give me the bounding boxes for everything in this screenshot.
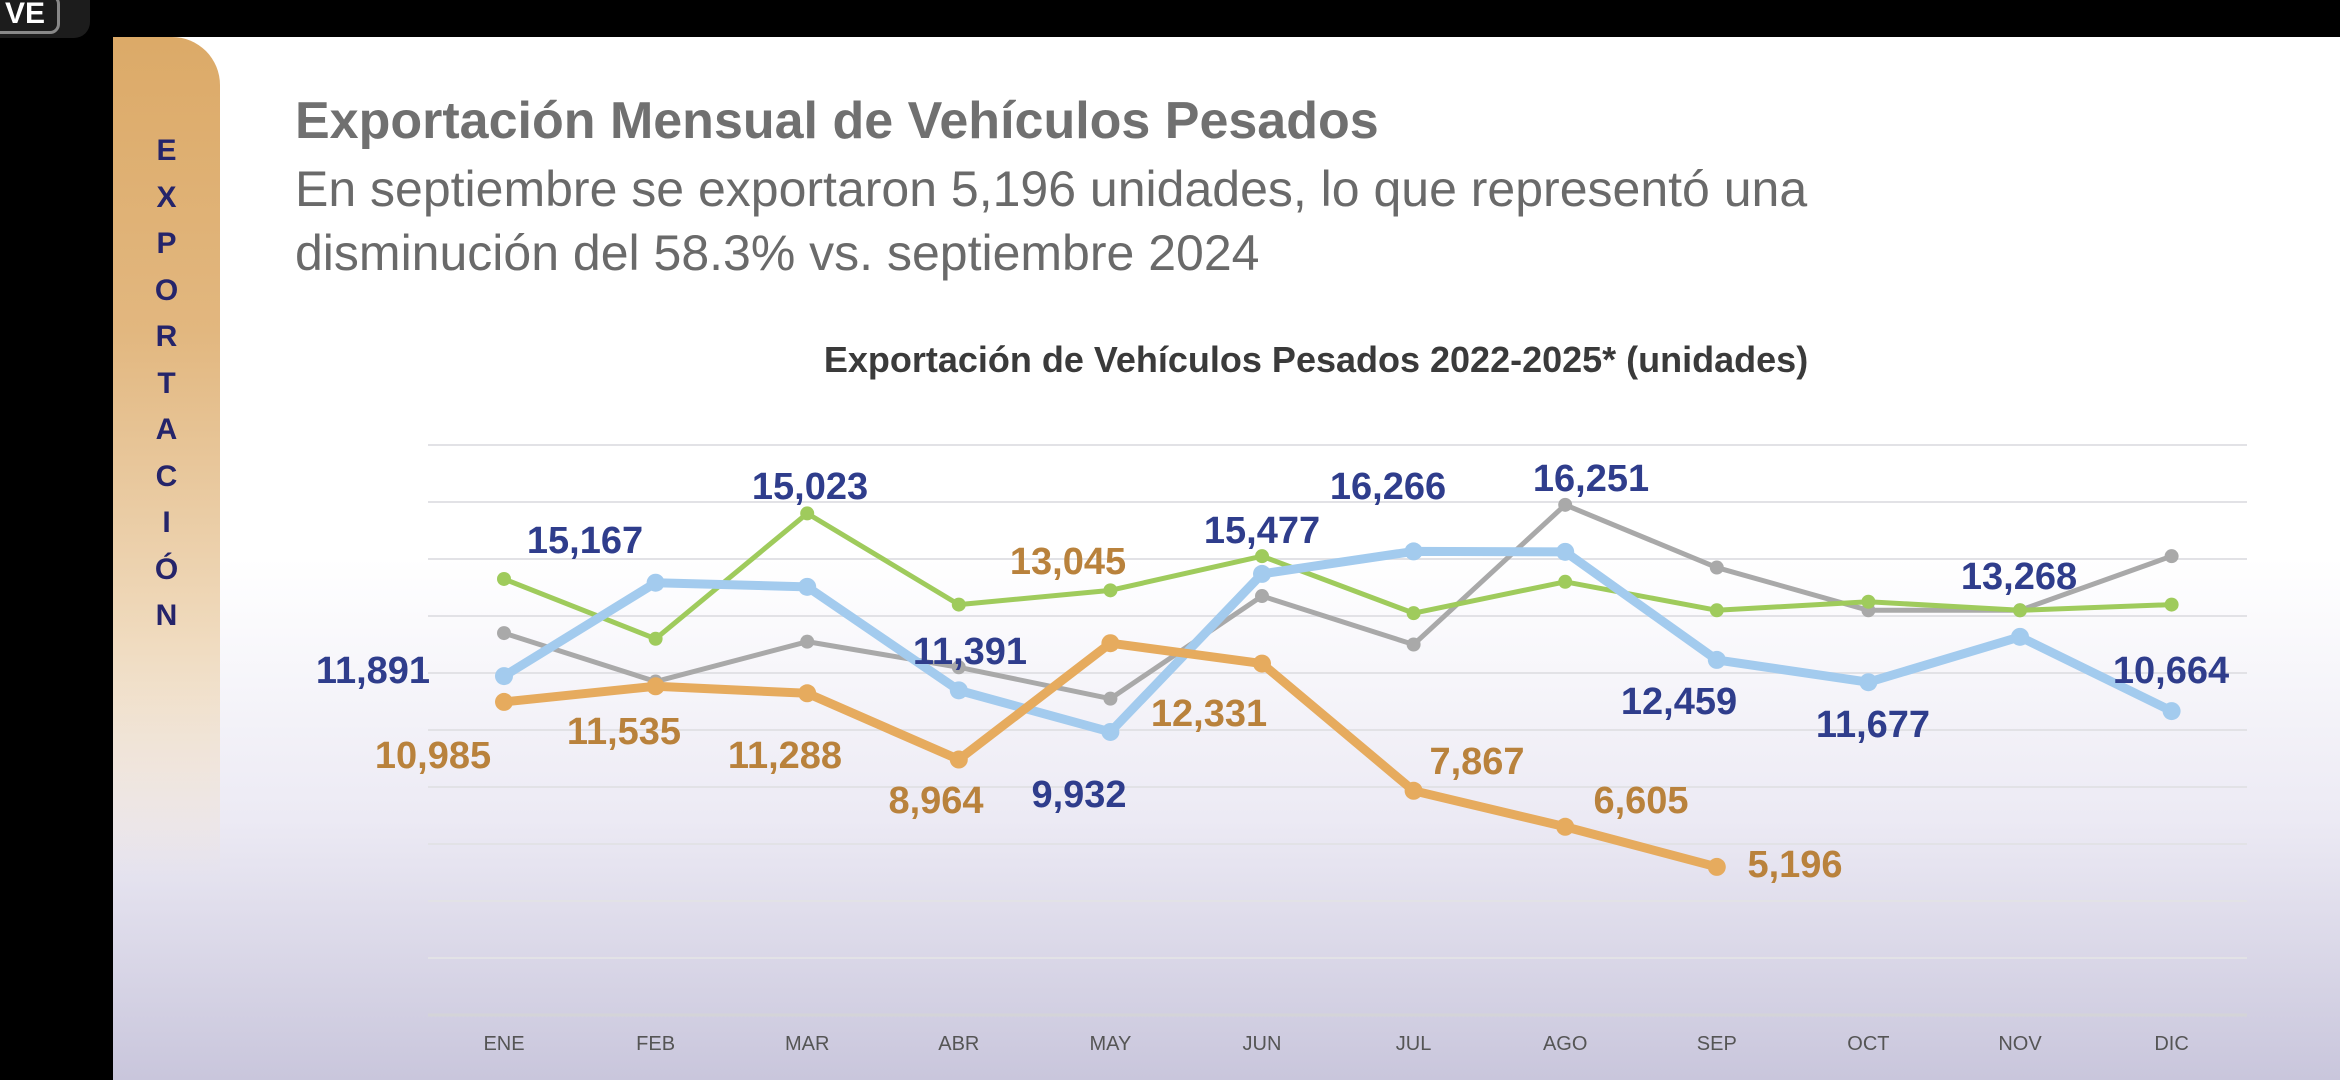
data-label: 10,664 [2113, 650, 2229, 692]
data-point [1558, 497, 1573, 512]
data-point [2164, 597, 2179, 612]
data-label: 16,266 [1330, 466, 1446, 508]
x-tick-label: JUN [1243, 1033, 1282, 1055]
sidebar-letter: X [156, 180, 177, 214]
data-point [1406, 606, 1421, 621]
data-label: 9,932 [1031, 774, 1126, 816]
x-tick-label: MAY [1089, 1033, 1131, 1055]
data-label: 11,891 [316, 650, 430, 692]
data-point [1556, 542, 1575, 561]
x-tick-label: DIC [2154, 1033, 2188, 1055]
data-point [1255, 589, 1269, 604]
data-label: 15,477 [1204, 510, 1320, 552]
data-label: 6,605 [1593, 780, 1688, 822]
data-point [497, 571, 511, 586]
data-label: 5,196 [1747, 844, 1842, 886]
sidebar-letter: T [157, 366, 176, 400]
chart-title: Exportación de Vehículos Pesados 2022-20… [824, 339, 1808, 380]
data-point [1253, 564, 1271, 583]
data-point [951, 597, 966, 612]
data-label: 8,964 [888, 780, 983, 822]
data-label: 13,045 [1010, 541, 1126, 583]
data-label: 11,391 [913, 631, 1027, 673]
series-line [503, 638, 1718, 872]
x-tick-label: MAR [785, 1033, 829, 1055]
data-point [951, 660, 966, 675]
data-label: 15,167 [527, 520, 643, 562]
data-point [2162, 702, 2181, 721]
data-point [2011, 627, 2029, 646]
x-tick-label: ABR [938, 1033, 979, 1055]
series-line [503, 502, 2173, 702]
subtitle-line-1: En septiembre se exportaron 5,196 unidad… [295, 161, 1808, 217]
series-line [503, 510, 2172, 642]
x-tick-label: NOV [1998, 1033, 2042, 1055]
data-point [1101, 634, 1120, 653]
data-label: 15,023 [752, 466, 868, 508]
x-tick-label: ENE [483, 1033, 524, 1055]
data-point [1707, 650, 1726, 669]
sidebar-letter: O [154, 273, 179, 307]
data-point [497, 626, 511, 641]
data-label: 10,985 [375, 735, 491, 777]
data-label: 11,535 [567, 711, 681, 753]
data-label: 12,331 [1151, 693, 1267, 735]
data-point [1861, 594, 1876, 609]
sidebar-letter: C [155, 459, 178, 493]
data-label: 13,268 [1961, 556, 2077, 598]
data-point [1404, 781, 1423, 800]
series-line [501, 546, 2174, 737]
x-tick-label: SEP [1697, 1033, 1737, 1055]
data-point [1255, 549, 1269, 564]
page-title: Exportación Mensual de Vehículos Pesados [295, 92, 1379, 150]
data-label: 16,251 [1533, 458, 1649, 500]
data-point [1707, 857, 1726, 876]
sidebar-letter: A [155, 413, 178, 446]
data-point [1406, 637, 1421, 652]
sidebar-letter: E [156, 134, 177, 167]
data-label: 11,288 [728, 735, 842, 777]
data-point [646, 677, 665, 696]
data-point [1103, 691, 1118, 706]
data-point [1859, 673, 1878, 692]
data-point [1404, 542, 1423, 561]
data-point [800, 634, 815, 649]
data-point [495, 667, 513, 686]
data-point [798, 684, 817, 703]
subtitle-line-2: disminución del 58.3% vs. septiembre 202… [295, 225, 1260, 281]
data-label: 11,677 [1816, 704, 1930, 746]
x-tick-label: JUL [1396, 1033, 1432, 1055]
data-point [648, 631, 663, 646]
sidebar-letter: R [155, 320, 178, 353]
data-point [798, 577, 817, 596]
data-point [800, 506, 815, 521]
data-point [1103, 583, 1118, 598]
data-label: 12,459 [1621, 681, 1737, 723]
data-point [495, 692, 513, 711]
data-label: 7,867 [1429, 741, 1524, 783]
x-tick-label: AGO [1543, 1033, 1587, 1055]
data-point [1253, 654, 1271, 673]
data-point [2164, 549, 2179, 564]
sidebar-letter: Ó [154, 552, 179, 586]
x-tick-label: OCT [1847, 1033, 1889, 1055]
data-point [949, 681, 968, 700]
data-point [2013, 603, 2027, 618]
data-point [1709, 603, 1724, 618]
data-point [949, 750, 968, 769]
x-tick-label: FEB [636, 1033, 675, 1055]
live-badge: VE [0, 0, 90, 38]
data-point [1556, 817, 1575, 836]
sidebar-letter: P [156, 227, 177, 260]
data-point [646, 573, 665, 592]
data-point [1558, 574, 1573, 589]
sidebar-letter: N [155, 599, 178, 632]
page-subtitle: En septiembre se exportaron 5,196 unidad… [295, 157, 2340, 285]
sidebar-letter: I [162, 506, 171, 539]
data-point [1101, 722, 1120, 741]
data-point [1709, 560, 1724, 575]
